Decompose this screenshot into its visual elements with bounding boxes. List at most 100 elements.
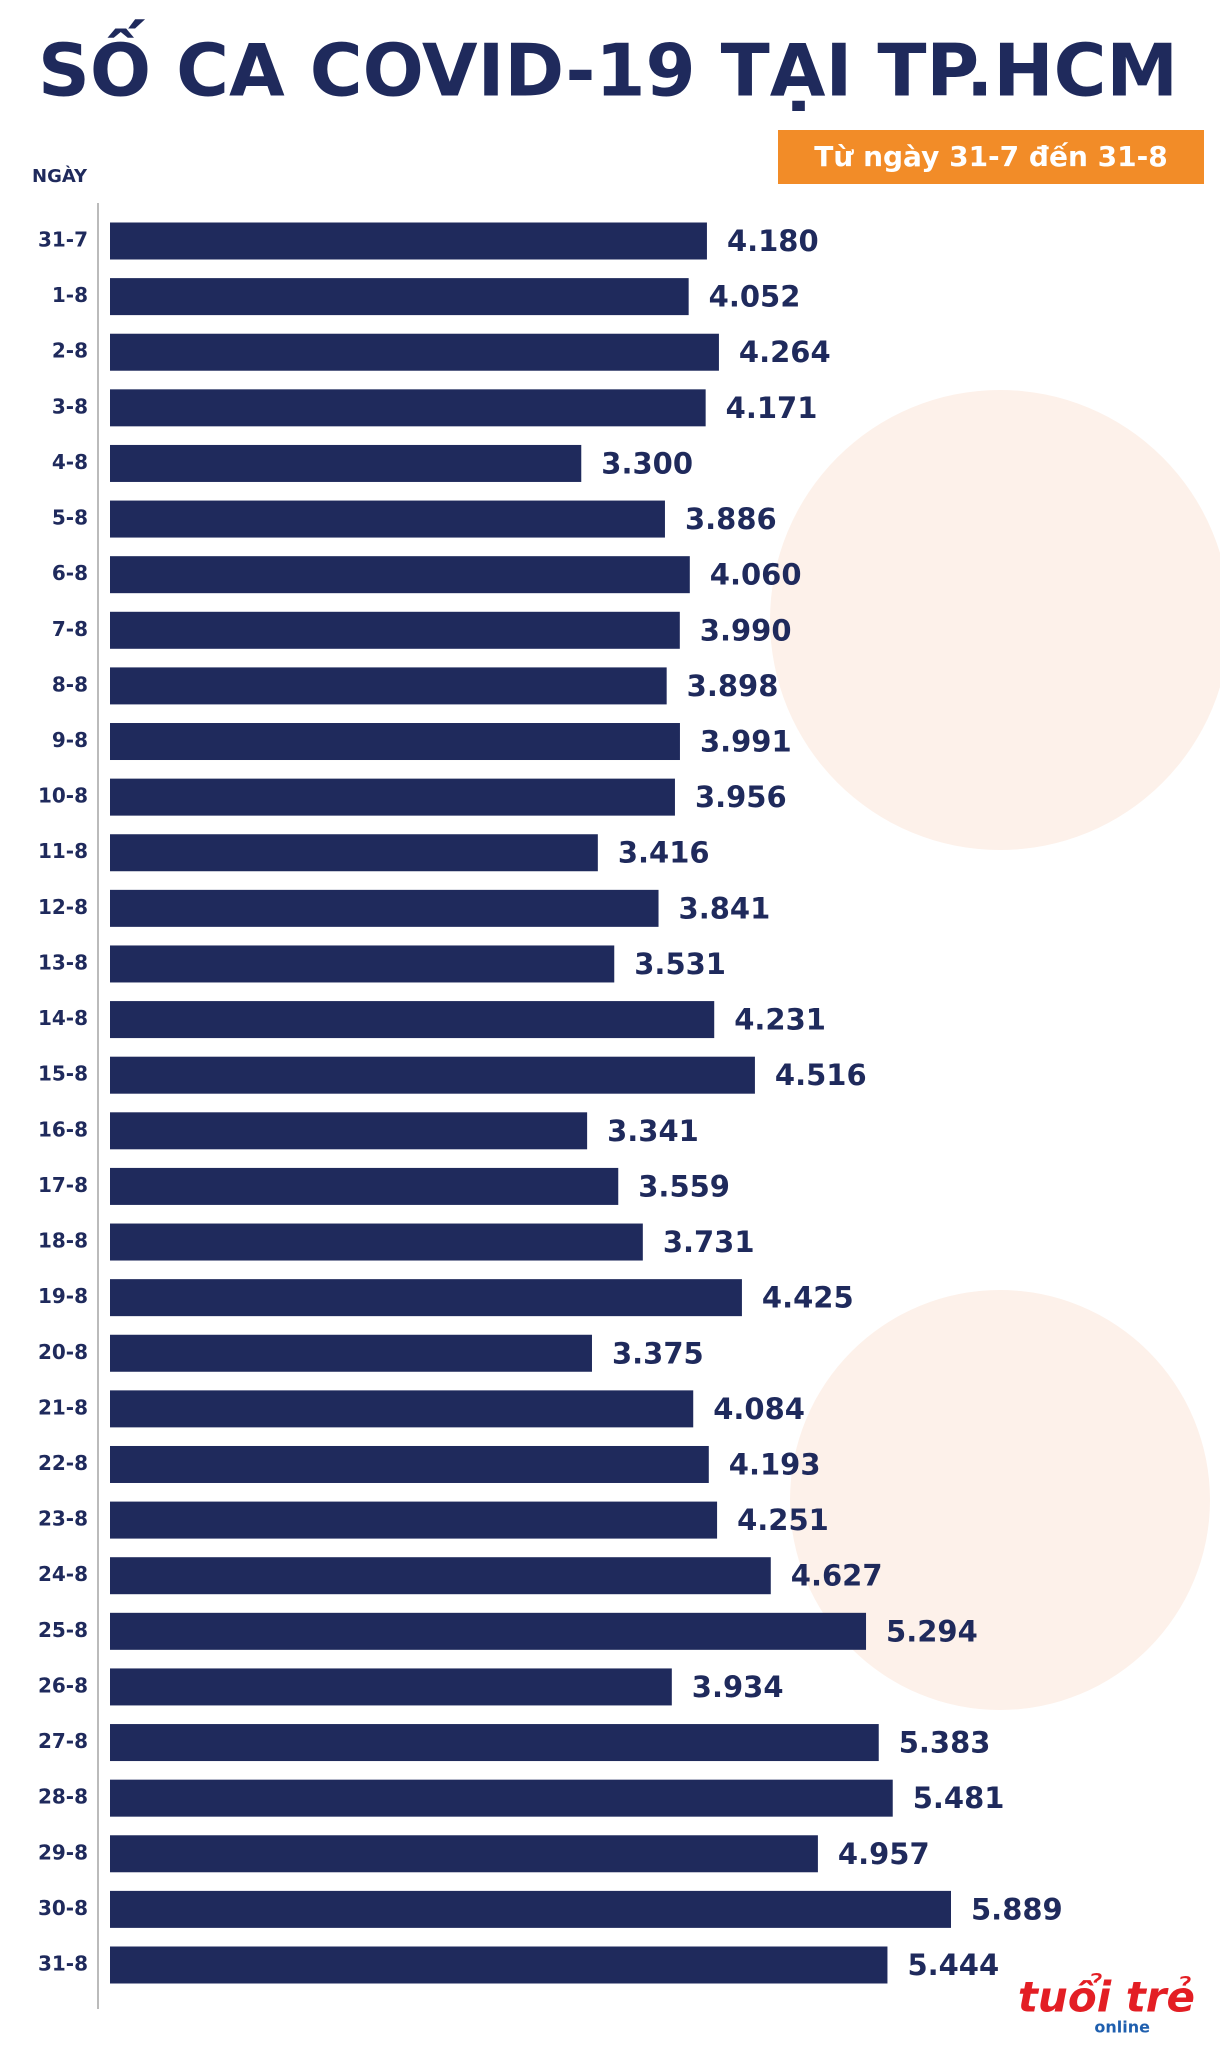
value-label: 5.481 [913, 1781, 1005, 1815]
y-tick-label: 20-8 [38, 1340, 88, 1364]
value-label: 5.294 [886, 1614, 978, 1648]
y-tick-label: 22-8 [38, 1451, 88, 1475]
bar [110, 834, 598, 872]
bar [110, 1112, 588, 1150]
y-tick-label: 15-8 [38, 1062, 88, 1086]
value-label: 3.416 [618, 836, 710, 870]
bar [110, 1390, 694, 1428]
bar [110, 389, 706, 427]
chart-title: SỐ CA COVID-19 TẠI TP.HCM [38, 20, 1178, 113]
value-label: 4.516 [775, 1058, 867, 1092]
value-label: 5.444 [907, 1948, 999, 1982]
value-label: 3.300 [601, 446, 693, 480]
y-tick-label: 24-8 [38, 1562, 88, 1586]
y-tick-label: 31-7 [38, 228, 88, 252]
value-label: 4.060 [710, 558, 802, 592]
y-tick-label: 10-8 [38, 784, 88, 808]
bar [110, 1779, 893, 1817]
bar [110, 333, 719, 371]
value-label: 3.898 [687, 669, 779, 703]
y-tick-label: 3-8 [52, 394, 88, 418]
y-tick-label: 31-8 [38, 1952, 88, 1976]
logo-sub: online [1094, 2018, 1150, 2037]
value-label: 4.180 [727, 224, 819, 258]
bar [110, 1946, 888, 1984]
value-label: 3.559 [638, 1169, 730, 1203]
value-label: 4.231 [734, 1003, 826, 1037]
subtitle-box [778, 130, 1204, 184]
value-label: 4.251 [737, 1503, 829, 1537]
value-label: 3.991 [700, 725, 792, 759]
bar [110, 1835, 818, 1873]
bar [110, 1445, 709, 1483]
value-label: 4.627 [791, 1559, 883, 1593]
bar [110, 723, 680, 761]
value-label: 3.934 [692, 1670, 784, 1704]
y-tick-label: 13-8 [38, 950, 88, 974]
y-axis-label: NGÀY [32, 165, 88, 187]
bar [110, 667, 667, 705]
bar [110, 1501, 718, 1539]
bar [110, 1279, 742, 1317]
y-tick-label: 8-8 [52, 672, 88, 696]
bar [110, 278, 689, 316]
value-label: 4.052 [709, 280, 801, 314]
subtitle: Từ ngày 31-7 đến 31-8 [814, 140, 1167, 173]
y-tick-label: 1-8 [52, 283, 88, 307]
bar [110, 556, 690, 594]
value-label: 4.171 [726, 391, 818, 425]
y-tick-label: 29-8 [38, 1840, 88, 1864]
bar [110, 889, 659, 927]
value-label: 4.084 [713, 1392, 805, 1426]
value-label: 4.193 [729, 1447, 821, 1481]
y-tick-label: 19-8 [38, 1284, 88, 1308]
bar [110, 1668, 672, 1706]
y-tick-label: 21-8 [38, 1395, 88, 1419]
y-tick-label: 27-8 [38, 1729, 88, 1753]
value-label: 4.425 [762, 1281, 854, 1315]
y-tick-label: 16-8 [38, 1117, 88, 1141]
bar [110, 444, 582, 482]
value-label: 3.341 [607, 1114, 699, 1148]
bar [110, 1557, 771, 1595]
y-tick-label: 28-8 [38, 1785, 88, 1809]
value-label: 3.731 [663, 1225, 755, 1259]
value-label: 4.264 [739, 335, 831, 369]
bar [110, 1612, 867, 1650]
bar [110, 1001, 715, 1039]
y-tick-label: 9-8 [52, 728, 88, 752]
y-tick-label: 25-8 [38, 1618, 88, 1642]
bar [110, 1223, 643, 1261]
y-tick-label: 23-8 [38, 1507, 88, 1531]
value-label: 3.886 [685, 502, 777, 536]
value-label: 4.957 [838, 1837, 930, 1871]
bar [110, 222, 707, 260]
bar [110, 1724, 879, 1762]
value-label: 3.375 [612, 1336, 704, 1370]
value-label: 5.383 [899, 1726, 991, 1760]
bar [110, 1890, 951, 1928]
background-decoration [770, 390, 1220, 850]
bar [110, 1056, 755, 1094]
y-tick-label: 14-8 [38, 1006, 88, 1030]
y-tick-label: 6-8 [52, 561, 88, 585]
y-tick-label: 26-8 [38, 1673, 88, 1697]
y-tick-label: 17-8 [38, 1173, 88, 1197]
value-label: 3.990 [700, 613, 792, 647]
y-tick-label: 7-8 [52, 617, 88, 641]
y-tick-label: 5-8 [52, 506, 88, 530]
logo: tuổi trẻ [1018, 1972, 1195, 2022]
y-tick-label: 18-8 [38, 1229, 88, 1253]
y-tick-label: 4-8 [52, 450, 88, 474]
bar [110, 1334, 592, 1372]
y-tick-label: 30-8 [38, 1896, 88, 1920]
value-label: 5.889 [971, 1892, 1063, 1926]
background-decoration [790, 1290, 1210, 1710]
bar [110, 1167, 619, 1205]
value-label: 3.841 [679, 891, 771, 925]
value-label: 3.956 [695, 780, 787, 814]
bar [110, 500, 665, 538]
bar [110, 945, 615, 983]
bar [110, 611, 680, 649]
